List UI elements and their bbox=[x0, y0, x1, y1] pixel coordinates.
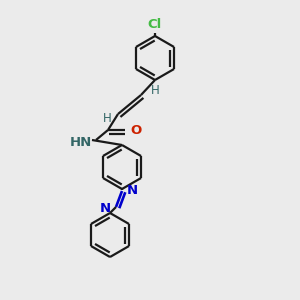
Text: N: N bbox=[127, 184, 138, 196]
Text: Cl: Cl bbox=[148, 18, 162, 31]
Text: O: O bbox=[130, 124, 141, 136]
Text: H: H bbox=[151, 85, 160, 98]
Text: HN: HN bbox=[70, 136, 92, 148]
Text: N: N bbox=[100, 202, 111, 214]
Text: H: H bbox=[103, 112, 112, 125]
